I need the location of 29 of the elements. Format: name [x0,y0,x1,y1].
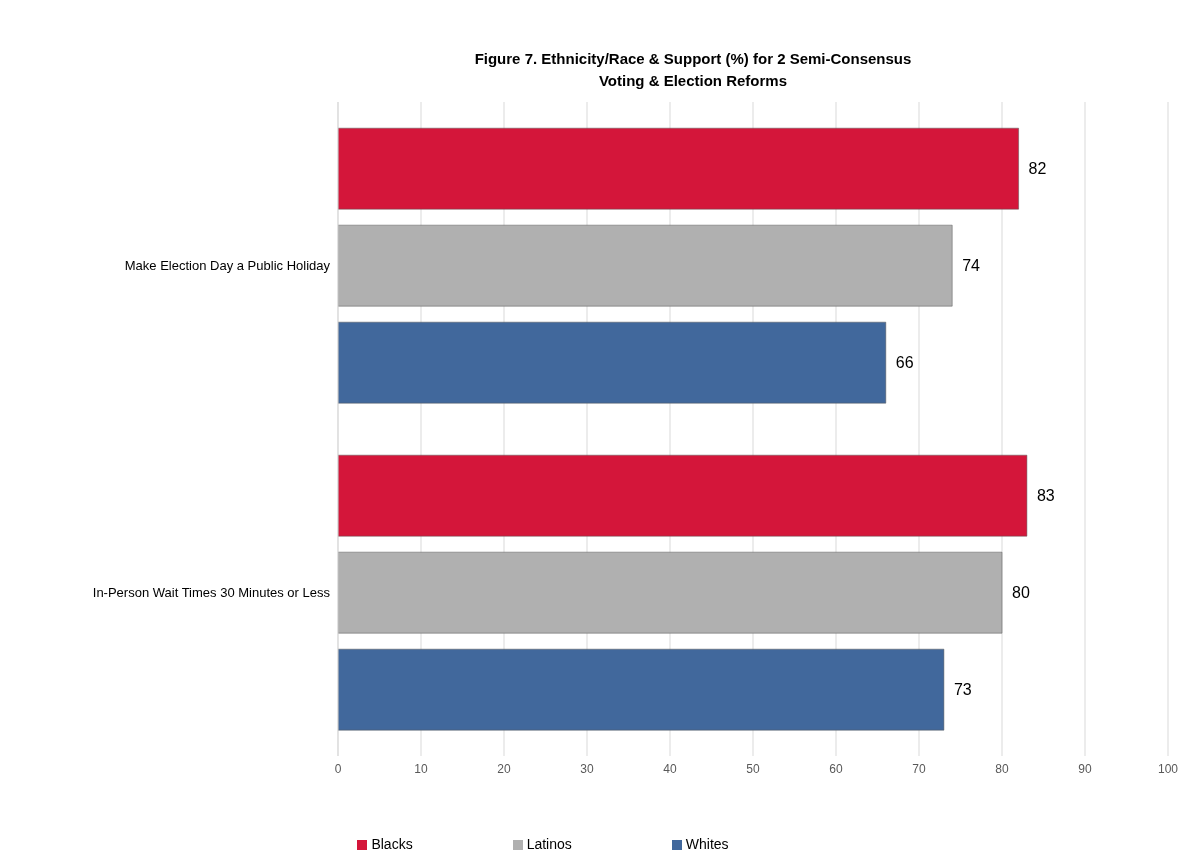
y-tick-label: Make Election Day a Public Holiday [124,258,331,274]
x-tick-label: 90 [1078,761,1092,776]
data-label: 80 [1012,584,1030,602]
x-tick-label: 0 [334,761,342,776]
bar [338,224,953,307]
x-tick-label: 50 [746,761,760,776]
x-tick-label: 70 [912,761,926,776]
x-tick-label: 100 [1157,761,1179,776]
chart-title: Figure 7. Ethnicity/Race & Support (%) for 2 Semi-Consensus Voting & Election Reforms [473,49,913,91]
x-tick-label: 10 [414,761,428,776]
bar [338,551,1003,634]
x-tick-label: 20 [497,761,511,776]
legend-label: Whites [685,836,729,852]
y-tick-label: In-Person Wait Times 30 Minutes or Less [92,585,331,601]
data-label: 82 [1028,160,1047,178]
legend-label: Blacks [371,836,413,852]
data-label: 73 [953,681,972,699]
bar [338,454,1028,537]
x-tick-label: 60 [829,761,843,776]
x-tick-label: 80 [995,761,1009,776]
x-tick-label: 30 [580,761,594,776]
bar [338,321,887,404]
data-label: 83 [1036,487,1055,505]
bar [338,127,1019,210]
data-label: 74 [962,257,981,275]
bar [338,648,945,731]
x-tick-label: 40 [663,761,677,776]
legend-label: Latinos [526,836,572,852]
data-label: 66 [895,354,914,372]
